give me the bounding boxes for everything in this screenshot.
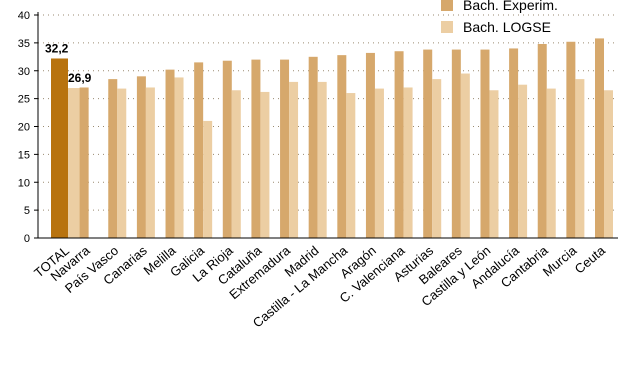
bar-bach-logse — [374, 88, 384, 238]
bar-bach-experim- — [79, 87, 89, 238]
legend-label: Bach. Experim. — [463, 0, 558, 13]
bar-bach-experim- — [165, 69, 175, 238]
legend-swatch — [441, 0, 453, 11]
bar-bach-logse — [460, 73, 470, 238]
bar-bach-logse — [174, 77, 184, 238]
bar-bach-experim- — [566, 41, 576, 239]
legend-swatch — [441, 21, 453, 33]
bars — [51, 38, 613, 239]
data-label: 32,2 — [45, 41, 69, 55]
data-label: 26,9 — [68, 71, 92, 85]
bar-bach-logse — [203, 120, 213, 238]
data-labels: 32,2 26,9 — [45, 41, 92, 85]
bar-bach-experim- — [451, 49, 461, 238]
y-axis: 0 5 10 15 20 25 30 35 40 — [18, 10, 39, 245]
bar-bach-experim- — [108, 79, 118, 238]
bar-bach-experim- — [51, 58, 68, 238]
bar-bach-experim- — [595, 38, 604, 238]
bar-bach-experim- — [509, 48, 519, 239]
bar-bach-experim- — [423, 49, 433, 238]
bar-bach-logse — [546, 88, 556, 238]
y-tick-label: 0 — [24, 233, 30, 245]
bar-bach-logse — [231, 90, 241, 238]
bar-bach-logse — [403, 87, 413, 238]
y-tick-label: 20 — [18, 122, 30, 134]
bar-bach-logse — [260, 91, 270, 238]
bar-bach-experim- — [365, 52, 375, 238]
bar-bach-logse — [145, 87, 155, 238]
y-tick-label: 35 — [18, 38, 30, 50]
bar-bach-experim- — [537, 43, 547, 238]
bar-bach-logse — [432, 79, 442, 238]
bar-bach-logse — [489, 90, 499, 238]
bar-bach-logse — [575, 79, 585, 238]
bar-bach-experim- — [308, 56, 318, 238]
bar-bach-experim- — [222, 60, 232, 239]
bar-bach-experim- — [337, 55, 347, 238]
bar-bach-logse — [346, 93, 356, 238]
bar-bach-logse — [604, 90, 613, 238]
bar-bach-experim- — [394, 51, 404, 238]
bar-bach-experim- — [480, 49, 490, 238]
x-tick-label: Ceuta — [572, 242, 609, 276]
bar-bach-logse — [317, 81, 327, 239]
y-tick-label: 40 — [18, 10, 30, 22]
y-tick-label: 5 — [24, 205, 30, 217]
bar-bach-logse — [518, 84, 528, 238]
legend-label: Bach. LOGSE — [463, 19, 551, 35]
gridlines — [38, 14, 618, 211]
y-tick-label: 25 — [18, 94, 30, 106]
bar-bach-experim- — [251, 59, 261, 238]
legend: Bach. Experim. Bach. LOGSE — [441, 0, 558, 35]
bar-bach-logse — [289, 81, 299, 239]
bar-bach-experim- — [280, 59, 290, 238]
y-tick-label: 10 — [18, 177, 30, 189]
bar-bach-experim- — [194, 62, 204, 239]
y-tick-label: 15 — [18, 149, 30, 161]
y-tick-label: 30 — [18, 66, 30, 78]
bar-bach-logse — [117, 88, 127, 238]
x-tick-label: Murcia — [540, 242, 580, 279]
bar-bach-experim- — [136, 76, 146, 238]
